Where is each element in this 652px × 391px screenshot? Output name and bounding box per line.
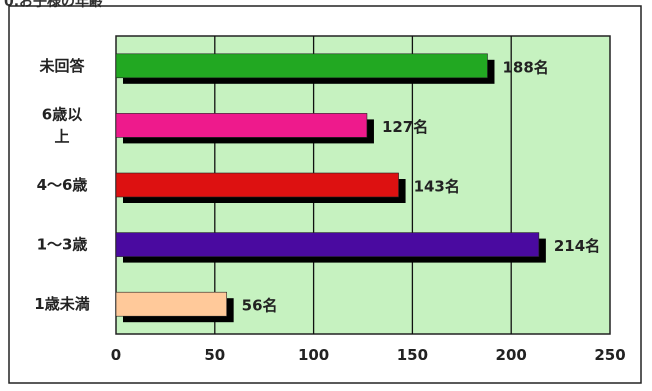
category-label: 未回答 — [38, 56, 85, 74]
bar — [115, 172, 399, 198]
x-tick-label: 50 — [204, 346, 225, 364]
x-tick-label: 200 — [496, 346, 527, 364]
category-label: 1歳未満 — [34, 295, 89, 313]
bar — [115, 113, 368, 138]
x-tick-label: 100 — [298, 346, 329, 364]
x-tick-label: 0 — [111, 346, 121, 364]
bar — [115, 291, 227, 317]
x-tick-label: 250 — [594, 346, 625, 364]
bars: 188名 127名 143名 214名 56名 — [115, 53, 600, 323]
category-labels: 未回答 6歳以上 4〜6歳 1〜3歳 1歳未満 — [34, 56, 89, 312]
bar — [115, 53, 488, 79]
bar — [115, 232, 540, 257]
chart-border — [8, 5, 642, 384]
category-label: 4〜6歳 — [37, 176, 88, 194]
category-label-line: 上 — [54, 127, 69, 145]
header-strip: 0.お子様の年齢 — [0, 0, 652, 8]
data-label: 188名 — [502, 58, 548, 76]
category-label-line: 未回答 — [38, 56, 85, 74]
chart-header-text: 0.お子様の年齢 — [4, 0, 104, 8]
category-label: 1〜3歳 — [37, 235, 88, 253]
category-label: 6歳以上 — [42, 105, 82, 145]
category-label-line: 6歳以 — [42, 105, 82, 123]
x-tick-labels: 0 50 100 150 200 250 — [111, 346, 626, 364]
category-label-line: 1歳未満 — [34, 295, 89, 313]
data-label: 214名 — [554, 237, 600, 255]
x-tick-label: 150 — [397, 346, 428, 364]
data-label: 56名 — [242, 297, 278, 315]
category-label-line: 4〜6歳 — [37, 176, 88, 194]
data-label: 127名 — [382, 118, 428, 136]
data-label: 143名 — [414, 178, 460, 196]
category-label-line: 1〜3歳 — [37, 235, 88, 253]
